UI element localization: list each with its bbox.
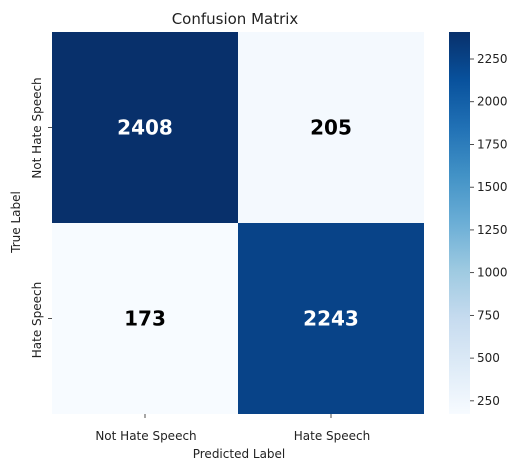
- colorbar-tick-label: 500: [477, 351, 500, 365]
- cell-value-label: 2243: [303, 307, 359, 331]
- heatmap-cell-not-hate-speech-vs-not-hate-speech: [52, 32, 238, 223]
- cell-value-label: 205: [310, 116, 352, 140]
- colorbar-tick-label: 1750: [477, 137, 508, 151]
- colorbar-tick-label: 1000: [477, 266, 508, 280]
- y-tick-label-hate-speech: Hate Speech: [30, 282, 44, 358]
- x-tick-label-not-hate-speech: Not Hate Speech: [95, 429, 196, 443]
- y-axis: Not Hate Speech Hate Speech True Label: [9, 77, 52, 358]
- x-axis: Not Hate Speech Hate Speech Predicted La…: [95, 414, 370, 461]
- colorbar-tick-label: 1500: [477, 180, 508, 194]
- colorbar-tick-label: 2000: [477, 95, 508, 109]
- colorbar-tick-label: 2250: [477, 52, 508, 66]
- x-axis-label: Predicted Label: [193, 447, 286, 461]
- heatmap-cells: [52, 32, 424, 414]
- y-axis-label: True Label: [9, 191, 23, 254]
- x-tick-label-hate-speech: Hate Speech: [294, 429, 370, 443]
- chart-title: Confusion Matrix: [172, 10, 299, 28]
- heatmap-cell-hate-speech-vs-not-hate-speech: [52, 223, 238, 414]
- cell-value-label: 2408: [117, 116, 173, 140]
- y-tick-label-not-hate-speech: Not Hate Speech: [30, 77, 44, 178]
- colorbar: 250 500 750 1000 1250 1500 1750 2000 2250: [449, 32, 508, 414]
- colorbar-gradient: [449, 32, 470, 414]
- colorbar-ticks: 250 500 750 1000 1250 1500 1750 2000 2250: [470, 52, 508, 408]
- cell-value-labels: 2408 205 173 2243: [117, 116, 359, 331]
- colorbar-tick-label: 250: [477, 394, 500, 408]
- heatmap-cell-not-hate-speech-vs-hate-speech: [238, 32, 424, 223]
- cell-value-label: 173: [124, 307, 166, 331]
- heatmap-cell-hate-speech-vs-hate-speech: [238, 223, 424, 414]
- colorbar-tick-label: 1250: [477, 223, 508, 237]
- colorbar-tick-label: 750: [477, 308, 500, 322]
